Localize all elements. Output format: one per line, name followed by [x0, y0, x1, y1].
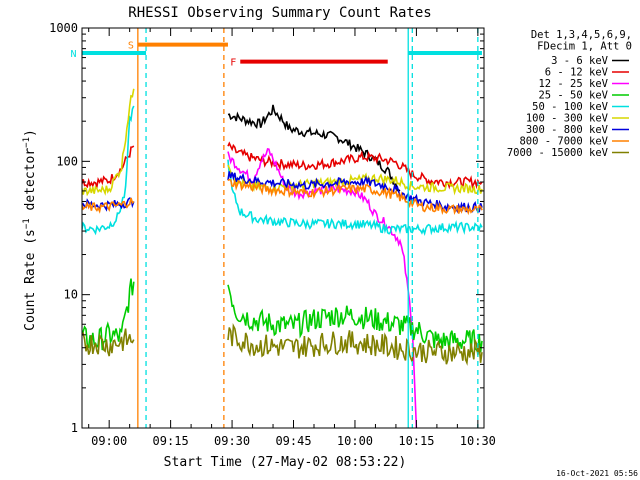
series-line-8-segment-0: [82, 328, 135, 357]
y-tick-label-3: 1000: [49, 21, 78, 35]
footer-timestamp: 16-Oct-2021 05:56: [556, 469, 638, 478]
legend-label-6: 300 - 800 keV: [526, 124, 609, 136]
flag-bar-label-0: S: [128, 41, 134, 52]
series-line-7-segment-1: [227, 178, 483, 216]
chart-title: RHESSI Observing Summary Count Rates: [128, 5, 431, 21]
series-line-1-segment-1: [227, 141, 483, 190]
flag-bar-label-2: F: [230, 58, 236, 69]
legend-label-1: 6 - 12 keV: [545, 67, 609, 79]
legend-label-7: 800 - 7000 keV: [519, 136, 608, 148]
axes: 09:00 09:15 09:30 09:45 10:00 10:15 10:30 1 10 10…: [49, 21, 496, 448]
series-line-3-segment-1: [227, 284, 483, 356]
axes-frame: [81, 27, 485, 429]
legend-header-line-1: FDecim 1, Att 0: [537, 41, 632, 53]
series-line-3-segment-0: [82, 278, 135, 351]
legend-label-0: 3 - 6 keV: [551, 55, 609, 67]
x-tick-label-4: 10:00: [337, 434, 373, 448]
legend-label-4: 50 - 100 keV: [532, 101, 609, 113]
series-line-4-segment-1: [227, 159, 483, 237]
x-tick-label-2: 09:30: [214, 434, 250, 448]
y-tick-label-1: 10: [64, 288, 78, 302]
series-line-8-segment-1: [227, 322, 483, 366]
series-line-0-segment-0: [227, 104, 401, 192]
x-axis-label: Start Time (27-May-02 08:53:22): [164, 455, 407, 470]
x-tick-label-3: 09:45: [275, 434, 311, 448]
legend-label-8: 7000 - 15000 keV: [507, 147, 609, 159]
series-line-1-segment-0: [82, 145, 135, 190]
y-tick-label-2: 100: [56, 154, 78, 168]
legend: Det 1,3,4,5,6,9,FDecim 1, Att 0 3 - 6 keV…: [507, 29, 632, 159]
series-line-7-segment-0: [82, 197, 135, 214]
plot-area: S N F: [70, 28, 483, 428]
x-tick-label-6: 10:30: [460, 434, 496, 448]
series-line-6-segment-1: [227, 171, 483, 214]
x-tick-label-0: 09:00: [91, 434, 127, 448]
x-tick-label-1: 09:15: [153, 434, 189, 448]
x-tick-label-5: 10:15: [398, 434, 434, 448]
plot-inner: [82, 28, 483, 428]
legend-header-line-0: Det 1,3,4,5,6,9,: [531, 29, 632, 41]
series-line-5-segment-0: [82, 88, 135, 197]
y-axis-label: Count Rate (s−1 detector−1): [22, 129, 38, 331]
y-tick-label-0: 1: [71, 421, 78, 435]
legend-label-2: 12 - 25 keV: [538, 78, 608, 90]
series-line-4-segment-0: [82, 105, 135, 236]
flag-bar-label-1: N: [70, 49, 76, 60]
legend-label-3: 25 - 50 keV: [538, 90, 608, 102]
legend-label-5: 100 - 300 keV: [526, 113, 609, 125]
